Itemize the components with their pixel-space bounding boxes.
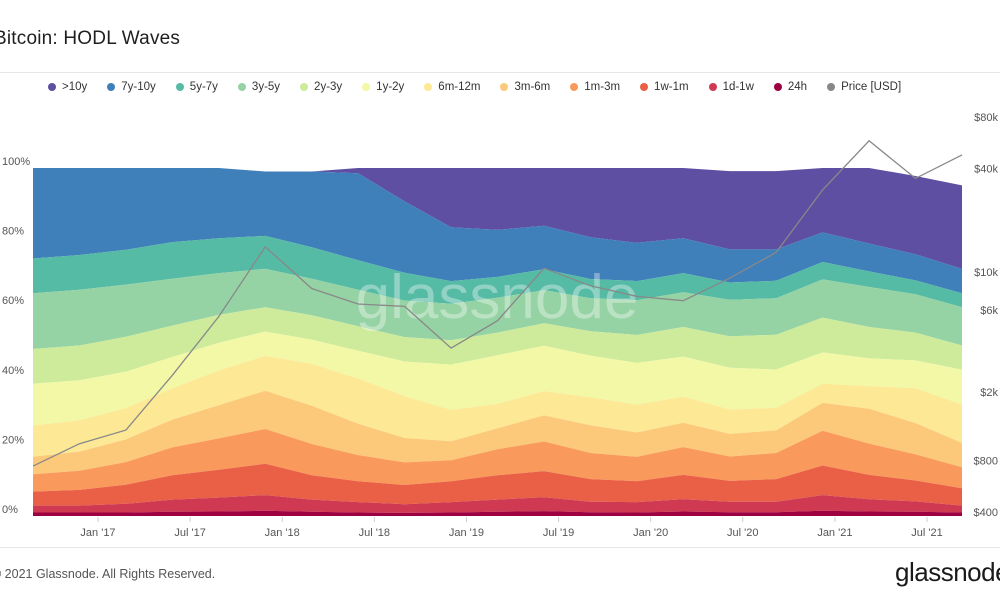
legend-swatch: [827, 83, 836, 91]
band-3m-6m: [33, 390, 962, 475]
y-right-tick-label: $400: [974, 507, 998, 519]
legend-label: 3y-5y: [251, 81, 281, 93]
y-axis-left: 0% 20% 40% 60% 80% 100%: [2, 156, 30, 516]
legend-label: 24h: [787, 81, 808, 93]
y-left-tick-label: 40%: [2, 365, 24, 377]
legend-item[interactable]: 7y-10y: [107, 81, 156, 93]
x-tick-label: Jan '20: [633, 527, 668, 539]
x-tick-label: Jul '17: [174, 527, 205, 539]
band-1d-1w: [33, 495, 962, 513]
footer-divider: [0, 547, 1000, 548]
legend-item[interactable]: >10y: [48, 81, 87, 93]
legend-swatch: [424, 83, 433, 91]
legend-swatch: [300, 83, 309, 91]
price-line: [32, 139, 963, 467]
band-7y-10y: [33, 168, 962, 294]
legend-item[interactable]: 1m-3m: [570, 81, 620, 93]
y-axis-right: $400 $800 $2k $6k $10k $40k $80k: [974, 112, 999, 519]
header-divider: [0, 72, 1000, 73]
x-tick-label: Jan '19: [449, 527, 484, 539]
legend-label: Price [USD]: [841, 81, 902, 93]
copyright-text: © 2021 Glassnode. All Rights Reserved.: [0, 567, 216, 581]
x-tick-label: Jul '18: [359, 527, 390, 539]
band-5y-7y: [33, 235, 962, 308]
hodl-bands: [33, 168, 962, 516]
band-6m-12m: [33, 355, 962, 457]
price-series-line: [32, 139, 963, 467]
legend-label: 5y-7y: [189, 81, 218, 93]
legend-item[interactable]: 5y-7y: [175, 81, 218, 93]
legend-swatch: [773, 83, 782, 91]
y-right-tick-label: $10k: [974, 267, 998, 279]
legend-swatch: [640, 83, 649, 91]
legend-swatch: [362, 83, 371, 91]
band-24h: [33, 510, 962, 516]
band-3y-5y: [33, 268, 962, 349]
legend-swatch: [237, 83, 246, 91]
legend-label: 3m-6m: [514, 81, 551, 93]
legend: >10y 7y-10y 5y-7y 3y-5y 2y-3y 1y-2y 6m-12m 3m-6…: [48, 81, 921, 93]
legend-label: 1w-1m: [654, 81, 689, 93]
y-right-tick-label: $6k: [980, 305, 998, 317]
legend-item[interactable]: 1d-1w: [708, 81, 754, 93]
legend-label: 6m-12m: [438, 81, 481, 93]
legend-item[interactable]: 6m-12m: [424, 81, 480, 93]
y-right-tick-label: $800: [974, 455, 998, 467]
chart-title: Bitcoin: HODL Waves: [0, 28, 181, 49]
legend-label: >10y: [62, 81, 88, 93]
x-tick-label: Jul '21: [911, 527, 942, 539]
legend-label: 1d-1w: [722, 81, 754, 93]
y-left-tick-label: 0%: [2, 504, 18, 516]
x-tick-label: Jul '20: [727, 527, 758, 539]
x-tick-label: Jan '18: [265, 527, 300, 539]
band-1y-2y: [33, 331, 962, 426]
glassnode-logo: glassnode: [895, 557, 1000, 587]
legend-item[interactable]: 2y-3y: [300, 81, 342, 93]
y-left-tick-label: 60%: [2, 295, 24, 307]
legend-item[interactable]: 1w-1m: [640, 81, 689, 93]
legend-swatch: [500, 83, 509, 91]
y-left-tick-label: 20%: [2, 434, 24, 446]
legend-item[interactable]: 3m-6m: [500, 81, 550, 93]
band-2y-3y: [33, 307, 962, 384]
legend-swatch: [107, 83, 116, 91]
legend-item[interactable]: 1y-2y: [362, 81, 404, 93]
y-left-tick-label: 80%: [2, 226, 24, 238]
legend-label: 7y-10y: [121, 81, 156, 93]
legend-swatch: [48, 83, 56, 91]
y-left-tick-label: 100%: [2, 156, 30, 168]
x-axis: Jan '17 Jul '17 Jan '18 Jul '18 Jan '19 Jul '…: [80, 517, 943, 539]
band-1m-3m: [33, 429, 962, 492]
y-right-tick-label: $40k: [974, 164, 998, 176]
band--10y: [33, 168, 962, 269]
legend-label: 2y-3y: [314, 81, 343, 93]
x-tick-label: Jan '17: [80, 527, 115, 539]
y-right-tick-label: $2k: [980, 387, 998, 399]
legend-label: 1m-3m: [584, 81, 621, 93]
legend-swatch: [708, 83, 717, 91]
legend-swatch: [570, 83, 579, 91]
band-1w-1m: [33, 463, 962, 506]
legend-label: 1y-2y: [376, 81, 405, 93]
legend-item[interactable]: Price [USD]: [827, 81, 901, 93]
legend-item[interactable]: 3y-5y: [237, 81, 281, 93]
legend-swatch: [175, 83, 184, 91]
legend-item[interactable]: 24h: [773, 81, 808, 93]
x-tick-label: Jul '19: [543, 527, 574, 539]
y-right-tick-label: $80k: [974, 112, 998, 124]
x-tick-label: Jan '21: [817, 527, 852, 539]
